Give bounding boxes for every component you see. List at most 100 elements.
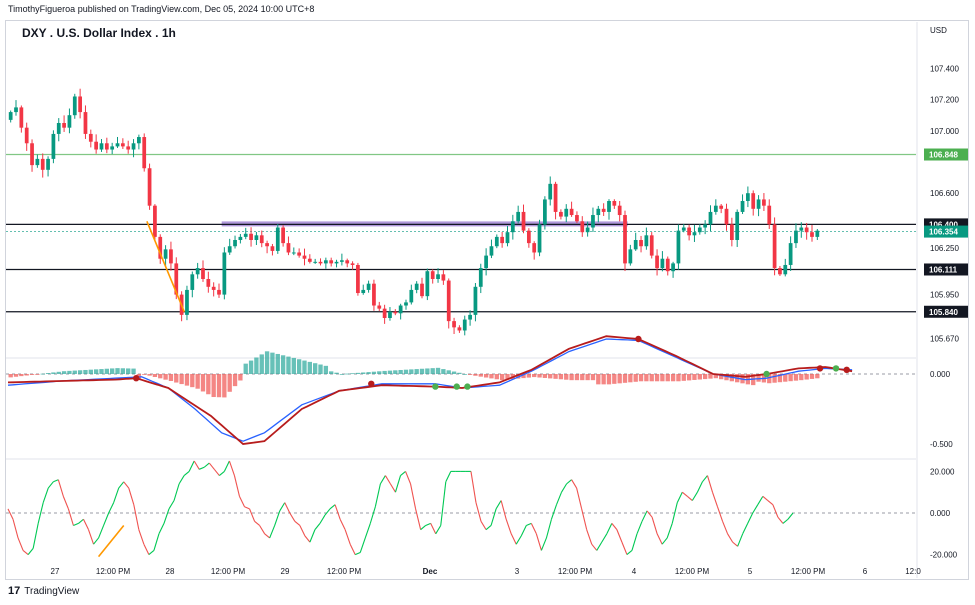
candle-body [692,232,697,236]
macd-histogram-bar [596,374,601,385]
macd-histogram-bar [254,357,259,374]
oscillator-segment [208,462,215,470]
macd-cross-marker [832,365,840,372]
candle-body [131,143,136,150]
macd-histogram-bar [783,374,788,382]
oscillator-segment [309,529,316,543]
price-tick-label: 106.250 [930,244,959,253]
oscillator-segment [37,502,44,524]
oscillator-segment [505,519,512,534]
oscillator-segment [359,537,366,553]
oscillator-segment [752,504,759,514]
macd-histogram-bar [264,351,270,374]
oscillator-segment [238,496,246,507]
macd-histogram-bar [120,368,126,374]
oscillator-segment [314,523,321,530]
price-tick-label: 105.950 [930,291,959,300]
oscillator-segment [641,510,648,522]
oscillator-segment [671,502,678,524]
candle-body [446,280,451,322]
candle-body [153,205,157,237]
candle-body [137,137,141,144]
oscillator-segment [576,487,583,509]
currency-label[interactable]: USD [930,26,947,35]
oscillator-segment [445,471,452,483]
candle-body [462,319,467,331]
candle-body [548,183,553,200]
macd-histogram-bar [334,372,339,374]
candle-body [302,255,307,259]
candle-body [767,205,772,225]
macd-histogram-bar [19,374,24,377]
macd-histogram-bar [99,369,104,374]
candle-body [532,243,537,253]
macd-histogram-bar [72,370,77,374]
oscillator-segment [22,550,29,556]
macd-histogram-bar [110,368,115,374]
candle-body [612,201,617,206]
oscillator-segment [284,502,291,514]
macd-histogram-bar [483,374,489,378]
oscillator-segment [566,479,572,485]
macd-histogram-bar [152,374,158,377]
macd-histogram-bar [355,372,361,374]
level-label-box [924,263,968,276]
candle-body [414,283,419,290]
macd-histogram-bar [142,374,147,375]
level-label: 106.354 [929,228,958,237]
oscillator-segment [782,518,789,524]
candle-body [671,263,675,272]
oscillator-segment [73,522,79,526]
macd-histogram-bar [681,374,686,381]
macd-histogram-bar [756,374,761,382]
macd-histogram-bar [425,368,430,374]
candle-body [703,224,708,228]
price-tick-label: 107.400 [930,64,959,73]
candle-body [169,249,173,264]
macd-histogram-bar [206,374,211,395]
oscillator-segment [344,529,351,545]
oscillator-segment [490,508,497,526]
candle-body [104,143,109,150]
oscillator-segment [415,508,422,530]
oscillator-segment [762,495,769,501]
footer-brand[interactable]: 17 TradingView [8,585,79,597]
candle-body [778,268,782,275]
macd-histogram-bar [478,374,483,377]
candle-body [40,158,45,170]
candle-body [510,221,515,233]
oscillator-segment [223,460,230,472]
candle-body [185,289,189,315]
tradingview-logo-icon: 17 [8,585,21,597]
candle-body [126,146,131,150]
macd-histogram-bar [45,373,51,374]
oscillator-segment [329,504,336,510]
candle-body [697,227,702,233]
candle-body [783,264,788,275]
x-axis-tick-label: 29 [281,567,290,576]
macd-histogram-bar [713,374,718,379]
macd-histogram-bar [147,374,152,376]
macd-cross-marker [453,383,460,390]
oscillator-segment [264,533,271,539]
macd-histogram-bar [56,371,61,374]
macd-histogram-bar [243,363,248,374]
macd-histogram-bar [222,374,227,398]
oscillator-segment [274,510,281,526]
candle-body [623,215,627,264]
candle-body [329,260,334,264]
macd-histogram-bar [516,374,521,379]
oscillator-segment [123,481,130,489]
oscillator-segment [294,520,301,526]
oscillator-segment [555,491,563,505]
candle-body [430,271,435,279]
oscillator-segment [696,481,703,493]
candle-body [740,201,745,212]
oscillator-segment [82,519,90,530]
candle-body [708,211,713,225]
symbol-title[interactable]: DXY . U.S. Dollar Index . 1h [22,26,176,40]
oscillator-segment [586,529,593,545]
macd-histogram-bar [521,374,526,379]
oscillator-segment [405,471,412,485]
